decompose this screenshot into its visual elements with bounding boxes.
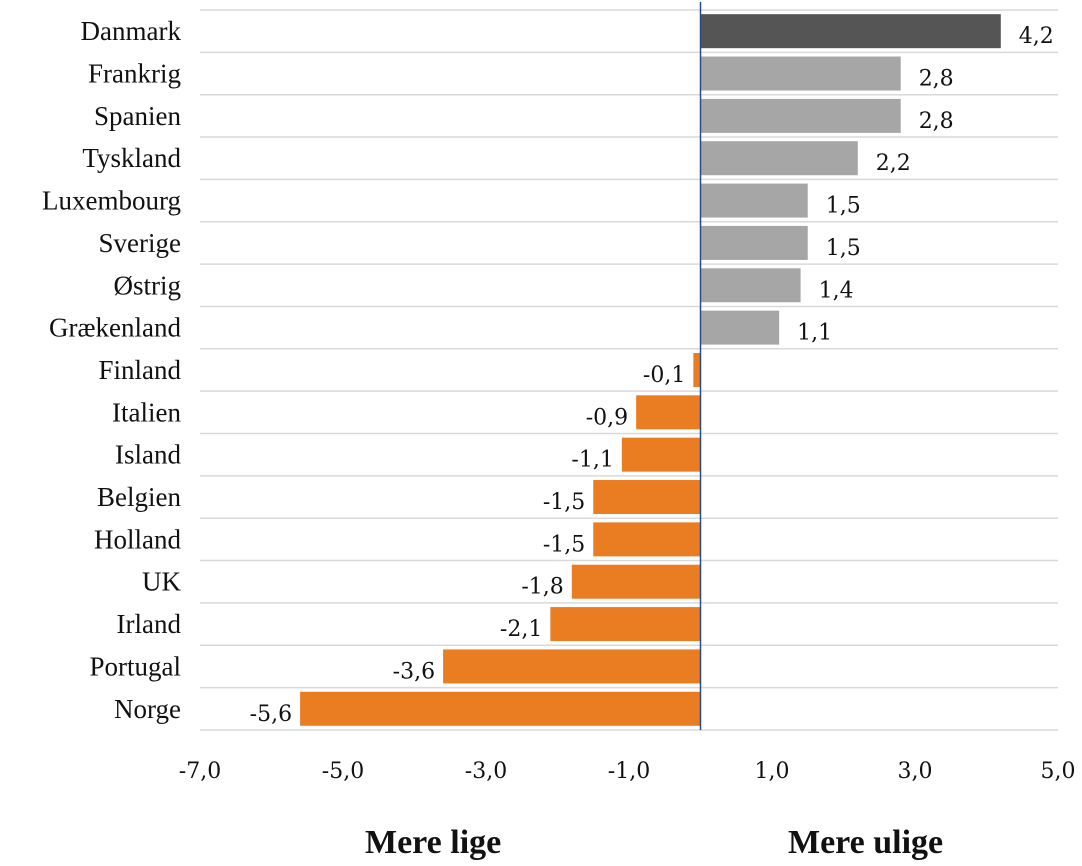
bar-tyskland	[700, 141, 858, 176]
value-label: 2,8	[919, 67, 954, 92]
bar-belgien	[593, 480, 701, 515]
category-label: Holland	[94, 524, 181, 554]
category-label: Italien	[112, 397, 181, 427]
x-tick-label: -1,0	[608, 759, 650, 784]
x-tick-label: 5,0	[1041, 759, 1076, 784]
category-label: Spanien	[94, 101, 181, 131]
x-axis-ticks: -7,0 -5,0 -3,0 -1,0 1,0 3,0 5,0	[179, 759, 1076, 784]
category-label: Norge	[114, 694, 181, 724]
value-label: -1,1	[571, 448, 613, 473]
bar-uk	[571, 564, 701, 599]
value-label: 2,8	[919, 109, 954, 134]
bar-spanien	[700, 98, 901, 133]
value-label: -3,6	[393, 659, 435, 684]
bar-grækenland	[700, 310, 780, 345]
bar-danmark	[700, 14, 1001, 49]
bars	[300, 14, 1001, 726]
category-label: Danmark	[81, 16, 182, 46]
x-tick-label: 1,0	[755, 759, 790, 784]
bar-portugal	[443, 649, 701, 684]
value-label: -5,6	[250, 702, 292, 727]
bar-italien	[636, 395, 701, 430]
bar-norge	[300, 691, 701, 726]
value-label: -1,5	[543, 532, 585, 557]
category-labels: Danmark Frankrig Spanien Tyskland Luxembourg…	[42, 16, 181, 724]
value-label: -2,1	[500, 617, 542, 642]
bar-irland	[550, 607, 701, 642]
value-label: 1,5	[826, 236, 861, 261]
value-label: 1,5	[826, 194, 861, 219]
x-tick-label: -3,0	[465, 759, 507, 784]
value-label: -0,1	[643, 363, 685, 388]
category-label: UK	[142, 567, 181, 597]
category-label: Sverige	[99, 228, 181, 258]
category-label: Tyskland	[82, 143, 181, 173]
category-label: Frankrig	[88, 59, 181, 89]
category-label: Belgien	[97, 482, 181, 512]
value-labels: 4,2 2,8 2,8 2,2 1,5 1,5 1,4 1,1 -0,1 -0,9 -1,1 -1,5…	[250, 24, 1054, 727]
footer-left-label: Mere lige	[365, 824, 502, 861]
x-tick-label: 3,0	[898, 759, 933, 784]
category-label: Portugal	[90, 651, 182, 681]
bar-luxembourg	[700, 183, 808, 218]
category-label: Luxembourg	[42, 186, 181, 216]
category-label: Østrig	[114, 270, 182, 300]
value-label: -0,9	[586, 405, 628, 430]
value-label: 2,2	[876, 151, 911, 176]
bar-østrig	[700, 268, 801, 303]
category-label: Finland	[98, 355, 181, 385]
x-tick-label: -7,0	[179, 759, 221, 784]
footer-right-label: Mere ulige	[788, 824, 944, 861]
bar-island	[621, 437, 701, 472]
x-tick-label: -5,0	[322, 759, 364, 784]
value-label: 1,1	[797, 321, 832, 346]
category-label: Irland	[117, 609, 182, 639]
value-label: 1,4	[819, 278, 854, 303]
category-label: Grækenland	[49, 313, 181, 343]
category-label: Island	[115, 440, 181, 470]
gridlines	[200, 9, 1058, 731]
bar-frankrig	[700, 56, 901, 91]
value-label: -1,5	[543, 490, 585, 515]
bar-sverige	[700, 225, 808, 260]
value-label: -1,8	[521, 575, 563, 600]
bar-finland	[693, 352, 701, 387]
value-label: 4,2	[1019, 24, 1054, 49]
bar-holland	[593, 522, 701, 557]
